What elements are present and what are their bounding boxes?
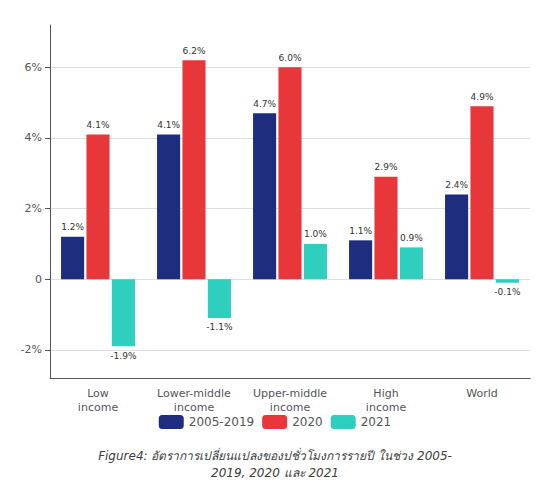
- svg-text:0: 0: [35, 273, 42, 286]
- svg-text:2.4%: 2.4%: [445, 180, 468, 190]
- svg-text:2020: 2020: [292, 415, 323, 429]
- svg-text:6%: 6%: [25, 61, 42, 74]
- svg-text:Upper-middle: Upper-middle: [253, 387, 327, 400]
- svg-text:4.1%: 4.1%: [157, 120, 180, 130]
- svg-text:1.1%: 1.1%: [349, 226, 372, 236]
- svg-text:income: income: [366, 401, 407, 414]
- svg-text:Low: Low: [87, 387, 109, 400]
- svg-text:6.0%: 6.0%: [279, 53, 302, 63]
- svg-text:4.1%: 4.1%: [87, 120, 110, 130]
- svg-text:4.9%: 4.9%: [471, 92, 494, 102]
- svg-text:High: High: [373, 387, 398, 400]
- svg-text:2021: 2021: [361, 415, 392, 429]
- svg-text:-2%: -2%: [21, 343, 42, 356]
- svg-text:0.9%: 0.9%: [400, 233, 423, 243]
- svg-text:income: income: [174, 401, 215, 414]
- svg-text:Lower-middle: Lower-middle: [157, 387, 231, 400]
- svg-text:-0.1%: -0.1%: [494, 287, 521, 297]
- svg-text:4%: 4%: [25, 131, 42, 144]
- svg-text:2019, 2020 และ 2021: 2019, 2020 และ 2021: [211, 466, 339, 480]
- svg-text:4.7%: 4.7%: [253, 99, 276, 109]
- svg-text:-1.9%: -1.9%: [110, 351, 137, 361]
- svg-text:1.2%: 1.2%: [61, 222, 84, 232]
- svg-text:2005-2019: 2005-2019: [189, 415, 254, 429]
- svg-text:World: World: [466, 387, 498, 400]
- svg-text:-1.1%: -1.1%: [206, 322, 233, 332]
- svg-text:2.9%: 2.9%: [375, 162, 398, 172]
- svg-text:2%: 2%: [25, 202, 42, 215]
- svg-text:income: income: [270, 401, 311, 414]
- svg-text:6.2%: 6.2%: [183, 46, 206, 56]
- svg-text:1.0%: 1.0%: [304, 229, 327, 239]
- svg-text:Figure4: อัตราการเปลี่ยนแปลงขอ: Figure4: อัตราการเปลี่ยนแปลงของปชั่วโมงก…: [98, 447, 452, 463]
- svg-text:income: income: [78, 401, 119, 414]
